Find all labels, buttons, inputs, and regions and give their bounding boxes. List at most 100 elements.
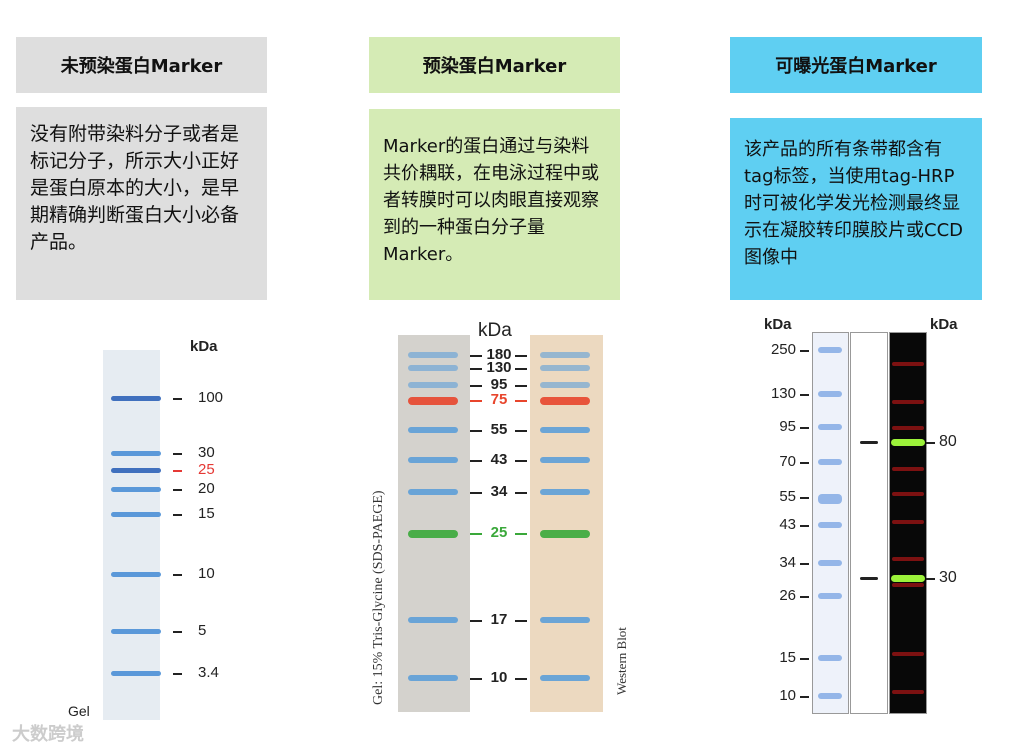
gel3-tick bbox=[800, 525, 809, 527]
gel2-label: 55 bbox=[490, 421, 508, 438]
gel2-band bbox=[540, 365, 590, 371]
gel2-label: 95 bbox=[490, 376, 508, 393]
gel3-tick bbox=[800, 658, 809, 660]
gel2-band bbox=[408, 365, 458, 371]
gel1-label: 5 bbox=[198, 622, 207, 639]
gel2-band bbox=[540, 397, 590, 405]
gel3-right-tick bbox=[926, 442, 935, 444]
gel1-band bbox=[111, 451, 161, 456]
gel2-tick-left bbox=[470, 385, 482, 387]
gel3-stained-band bbox=[818, 522, 842, 528]
gel1-tick bbox=[173, 673, 182, 675]
gel2-band bbox=[540, 489, 590, 495]
gel3-red-band bbox=[892, 400, 924, 404]
gel3-chemi-lane bbox=[850, 332, 888, 714]
gel2-tick-left bbox=[470, 492, 482, 494]
gel3-unit-right: kDa bbox=[930, 316, 958, 333]
gel3-tick bbox=[800, 350, 809, 352]
gel2-label: 130 bbox=[486, 359, 512, 376]
gel2-band bbox=[540, 675, 590, 681]
gel3-stained-band bbox=[818, 459, 842, 465]
gel3-red-band bbox=[892, 583, 924, 587]
gel1-tick bbox=[173, 631, 182, 633]
gel1-tick bbox=[173, 489, 182, 491]
gel2-tick-left bbox=[470, 533, 482, 535]
gel1-band bbox=[111, 396, 161, 401]
gel2-tick-left bbox=[470, 460, 482, 462]
gel2-blot-lane bbox=[530, 335, 603, 712]
panel-1-title: 未预染蛋白Marker bbox=[16, 37, 267, 93]
gel3-left-label: 55 bbox=[779, 488, 796, 505]
gel3-left-label: 250 bbox=[770, 341, 796, 358]
gel3-red-band bbox=[892, 467, 924, 471]
gel2-band bbox=[408, 352, 458, 358]
gel3-tick bbox=[800, 596, 809, 598]
panel-2-title: 预染蛋白Marker bbox=[369, 37, 620, 93]
gel1-band bbox=[111, 468, 161, 473]
gel3-red-band bbox=[892, 362, 924, 366]
gel3-left-label: 26 bbox=[779, 587, 796, 604]
gel2-label: 34 bbox=[490, 483, 508, 500]
gel2-label: 25 bbox=[490, 524, 508, 541]
gel1-label: 100 bbox=[198, 389, 224, 406]
gel2-tick-right bbox=[515, 460, 527, 462]
gel3-green-band bbox=[891, 439, 925, 446]
gel1-band bbox=[111, 512, 161, 517]
gel2-band bbox=[540, 382, 590, 388]
gel2-tick-right bbox=[515, 430, 527, 432]
gel2-band bbox=[408, 530, 458, 538]
gel3-right-label: 80 bbox=[939, 433, 957, 450]
gel1-label: 25 bbox=[198, 461, 215, 478]
gel2-label: 180 bbox=[486, 346, 512, 363]
gel3-left-label: 130 bbox=[770, 385, 796, 402]
gel3-stained-band bbox=[818, 560, 842, 566]
gel2-band bbox=[540, 457, 590, 463]
gel3-left-label: 95 bbox=[779, 418, 796, 435]
gel3-red-band bbox=[892, 652, 924, 656]
gel3-chemi-band bbox=[860, 577, 878, 580]
gel2-label: 75 bbox=[490, 391, 508, 408]
gel2-band bbox=[408, 427, 458, 433]
panel-1-text: 没有附带染料分子或者是标记分子，所示大小正好是蛋白原本的大小，是早期精确判断蛋白… bbox=[16, 107, 267, 300]
gel1-tick bbox=[173, 470, 182, 472]
watermark: 大数跨境 bbox=[12, 724, 84, 745]
gel3-left-label: 34 bbox=[779, 554, 796, 571]
gel3-tick bbox=[800, 696, 809, 698]
gel3-tick bbox=[800, 462, 809, 464]
gel2-band bbox=[408, 382, 458, 388]
gel3-red-band bbox=[892, 426, 924, 430]
gel3-stained-band bbox=[818, 424, 842, 430]
gel1-lane bbox=[103, 350, 160, 720]
gel2-tick-right bbox=[515, 533, 527, 535]
gel1-tick bbox=[173, 514, 182, 516]
gel1-label: 20 bbox=[198, 480, 215, 497]
gel3-tick bbox=[800, 394, 809, 396]
gel2-gel-lane bbox=[398, 335, 470, 712]
gel2-tick-right bbox=[515, 368, 527, 370]
gel2-tick-right bbox=[515, 492, 527, 494]
gel3-stained-band bbox=[818, 391, 842, 397]
gel2-band bbox=[540, 427, 590, 433]
gel1-band bbox=[111, 487, 161, 492]
gel1-label: 10 bbox=[198, 565, 215, 582]
gel3-right-label: 30 bbox=[939, 569, 957, 586]
gel2-blot-caption: Western Blot bbox=[614, 627, 629, 695]
gel3-right-tick bbox=[926, 578, 935, 580]
gel2-tick-right bbox=[515, 400, 527, 402]
gel1-caption: Gel bbox=[68, 703, 90, 719]
gel2-tick-right bbox=[515, 385, 527, 387]
gel3-unit-left: kDa bbox=[764, 316, 792, 333]
gel2-tick-right bbox=[515, 355, 527, 357]
gel3-tick bbox=[800, 427, 809, 429]
gel3-left-label: 10 bbox=[779, 687, 796, 704]
gel3-stained-band bbox=[818, 693, 842, 699]
panel-2-text: Marker的蛋白通过与染料共价耦联，在电泳过程中或者转膜时可以肉眼直接观察到的… bbox=[369, 109, 620, 300]
gel2-gel-caption: Gel: 15% Tris-Glycine (SDS-PAEGE) bbox=[371, 490, 386, 705]
gel1-band bbox=[111, 671, 161, 676]
gel2-label: 17 bbox=[490, 611, 508, 628]
gel1-band bbox=[111, 572, 161, 577]
gel3-left-label: 15 bbox=[779, 649, 796, 666]
gel1-tick bbox=[173, 398, 182, 400]
panel-3-text: 该产品的所有条带都含有tag标签，当使用tag-HRP时可被化学发光检测最终显示… bbox=[730, 118, 982, 300]
gel2-band bbox=[540, 617, 590, 623]
